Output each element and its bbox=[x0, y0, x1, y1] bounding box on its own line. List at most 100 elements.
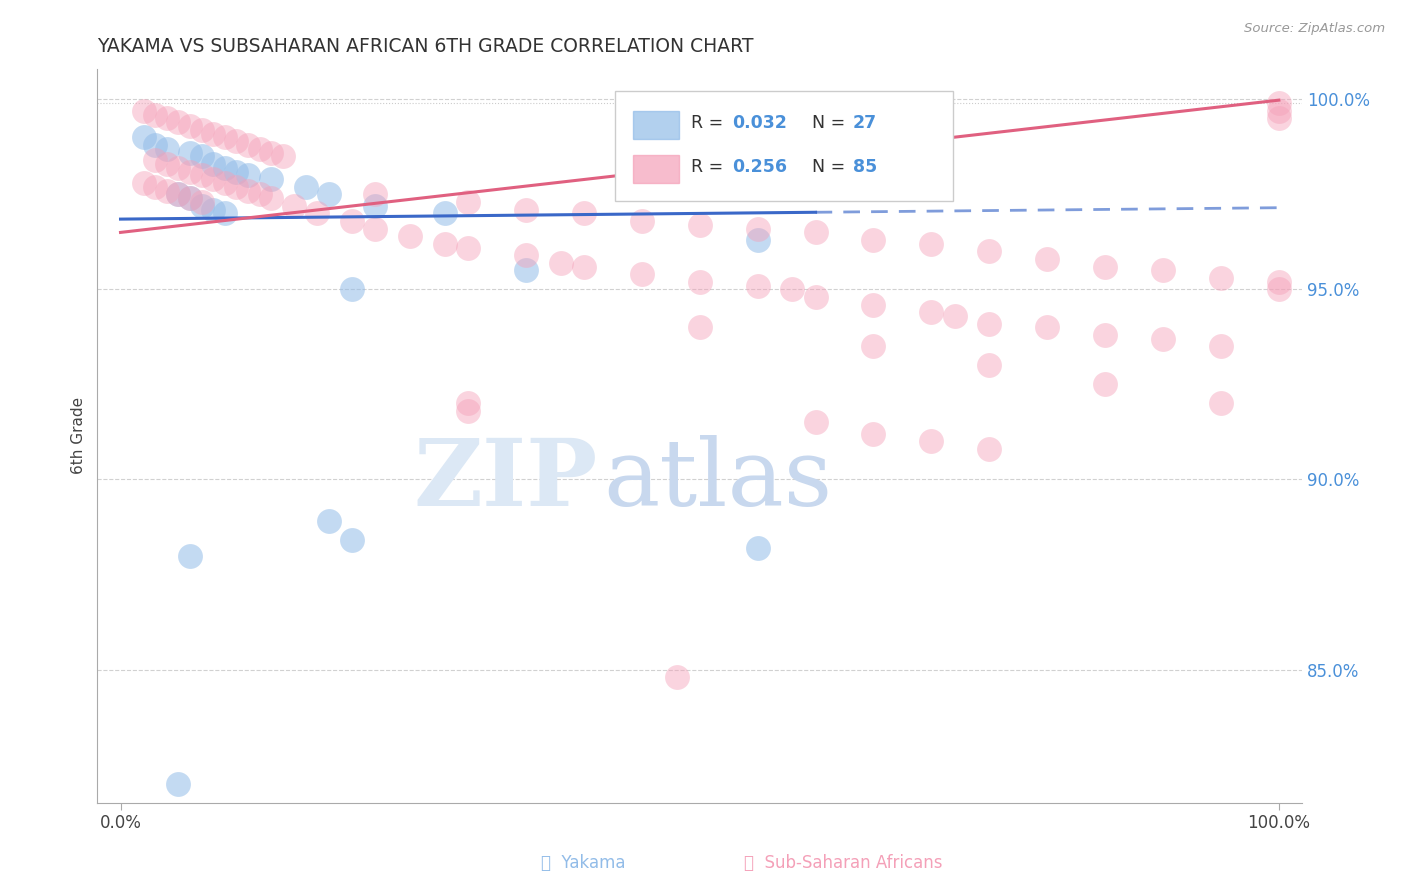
Point bbox=[214, 130, 236, 145]
Text: 0.256: 0.256 bbox=[733, 158, 787, 176]
Point bbox=[179, 164, 201, 178]
Point bbox=[1209, 396, 1232, 410]
Point bbox=[457, 194, 479, 209]
Point bbox=[515, 248, 537, 262]
Point bbox=[190, 122, 212, 136]
Point bbox=[1152, 332, 1174, 346]
Point bbox=[920, 434, 942, 449]
Text: YAKAMA VS SUBSAHARAN AFRICAN 6TH GRADE CORRELATION CHART: YAKAMA VS SUBSAHARAN AFRICAN 6TH GRADE C… bbox=[97, 37, 754, 56]
Text: 85: 85 bbox=[852, 158, 877, 176]
Point bbox=[179, 549, 201, 563]
Point bbox=[1036, 252, 1059, 266]
Point bbox=[747, 233, 769, 247]
Text: 27: 27 bbox=[852, 113, 877, 131]
Point bbox=[515, 202, 537, 217]
Point bbox=[260, 172, 283, 186]
Text: ⬛  Yakama: ⬛ Yakama bbox=[541, 855, 626, 872]
Point bbox=[630, 214, 652, 228]
Point bbox=[1268, 282, 1291, 296]
Point bbox=[979, 359, 1001, 373]
Point bbox=[225, 179, 247, 194]
Point bbox=[1094, 328, 1116, 343]
Point bbox=[156, 157, 179, 171]
Text: ⬛  Sub-Saharan Africans: ⬛ Sub-Saharan Africans bbox=[744, 855, 943, 872]
Point bbox=[167, 187, 190, 202]
Point bbox=[156, 184, 179, 198]
Point bbox=[132, 176, 155, 190]
Point bbox=[804, 226, 827, 240]
Text: ZIP: ZIP bbox=[413, 434, 598, 524]
Point bbox=[1094, 260, 1116, 274]
Point bbox=[167, 187, 190, 202]
Point bbox=[132, 130, 155, 145]
Point bbox=[630, 267, 652, 281]
Point bbox=[979, 442, 1001, 456]
Point bbox=[862, 426, 884, 441]
Point bbox=[340, 282, 363, 296]
Point bbox=[179, 191, 201, 205]
Point bbox=[689, 218, 711, 232]
Text: R =: R = bbox=[692, 158, 730, 176]
Point bbox=[457, 241, 479, 255]
Point bbox=[364, 187, 387, 202]
Point bbox=[804, 416, 827, 430]
Point bbox=[782, 282, 804, 296]
Point bbox=[804, 290, 827, 304]
Point bbox=[1268, 96, 1291, 111]
Point bbox=[1094, 377, 1116, 392]
Point bbox=[271, 149, 294, 163]
Text: N =: N = bbox=[811, 113, 851, 131]
FancyBboxPatch shape bbox=[634, 111, 679, 138]
Point bbox=[979, 317, 1001, 331]
Point bbox=[143, 107, 166, 121]
Point bbox=[1268, 112, 1291, 126]
Point bbox=[1209, 271, 1232, 285]
Point bbox=[236, 184, 259, 198]
Point bbox=[457, 404, 479, 418]
Point bbox=[457, 396, 479, 410]
Point bbox=[340, 214, 363, 228]
Point bbox=[214, 161, 236, 175]
Point bbox=[236, 169, 259, 183]
Point bbox=[1268, 275, 1291, 289]
Point bbox=[167, 776, 190, 790]
Point bbox=[318, 187, 340, 202]
Point bbox=[167, 161, 190, 175]
Point bbox=[747, 221, 769, 235]
Point bbox=[156, 142, 179, 156]
Point bbox=[920, 305, 942, 319]
Point bbox=[747, 278, 769, 293]
Point bbox=[318, 514, 340, 528]
Point bbox=[307, 206, 329, 220]
Point bbox=[190, 199, 212, 213]
FancyBboxPatch shape bbox=[634, 155, 679, 183]
Point bbox=[179, 191, 201, 205]
Point bbox=[236, 138, 259, 153]
Point bbox=[862, 233, 884, 247]
Point bbox=[179, 119, 201, 133]
Text: atlas: atlas bbox=[603, 434, 832, 524]
Point bbox=[167, 115, 190, 129]
Point bbox=[249, 142, 271, 156]
Point bbox=[340, 533, 363, 548]
Point bbox=[214, 206, 236, 220]
Text: N =: N = bbox=[811, 158, 851, 176]
Point bbox=[225, 134, 247, 148]
Point bbox=[572, 260, 595, 274]
Point bbox=[747, 541, 769, 555]
Point bbox=[1036, 320, 1059, 334]
Point bbox=[179, 145, 201, 160]
Point bbox=[515, 263, 537, 277]
Point bbox=[295, 179, 318, 194]
Point bbox=[190, 149, 212, 163]
Point bbox=[433, 206, 456, 220]
Point bbox=[156, 112, 179, 126]
Point bbox=[862, 339, 884, 353]
Text: 0.032: 0.032 bbox=[733, 113, 787, 131]
Point bbox=[433, 236, 456, 251]
Point bbox=[572, 206, 595, 220]
Point bbox=[1152, 263, 1174, 277]
Point bbox=[260, 191, 283, 205]
Text: Source: ZipAtlas.com: Source: ZipAtlas.com bbox=[1244, 22, 1385, 36]
Point bbox=[665, 670, 688, 684]
